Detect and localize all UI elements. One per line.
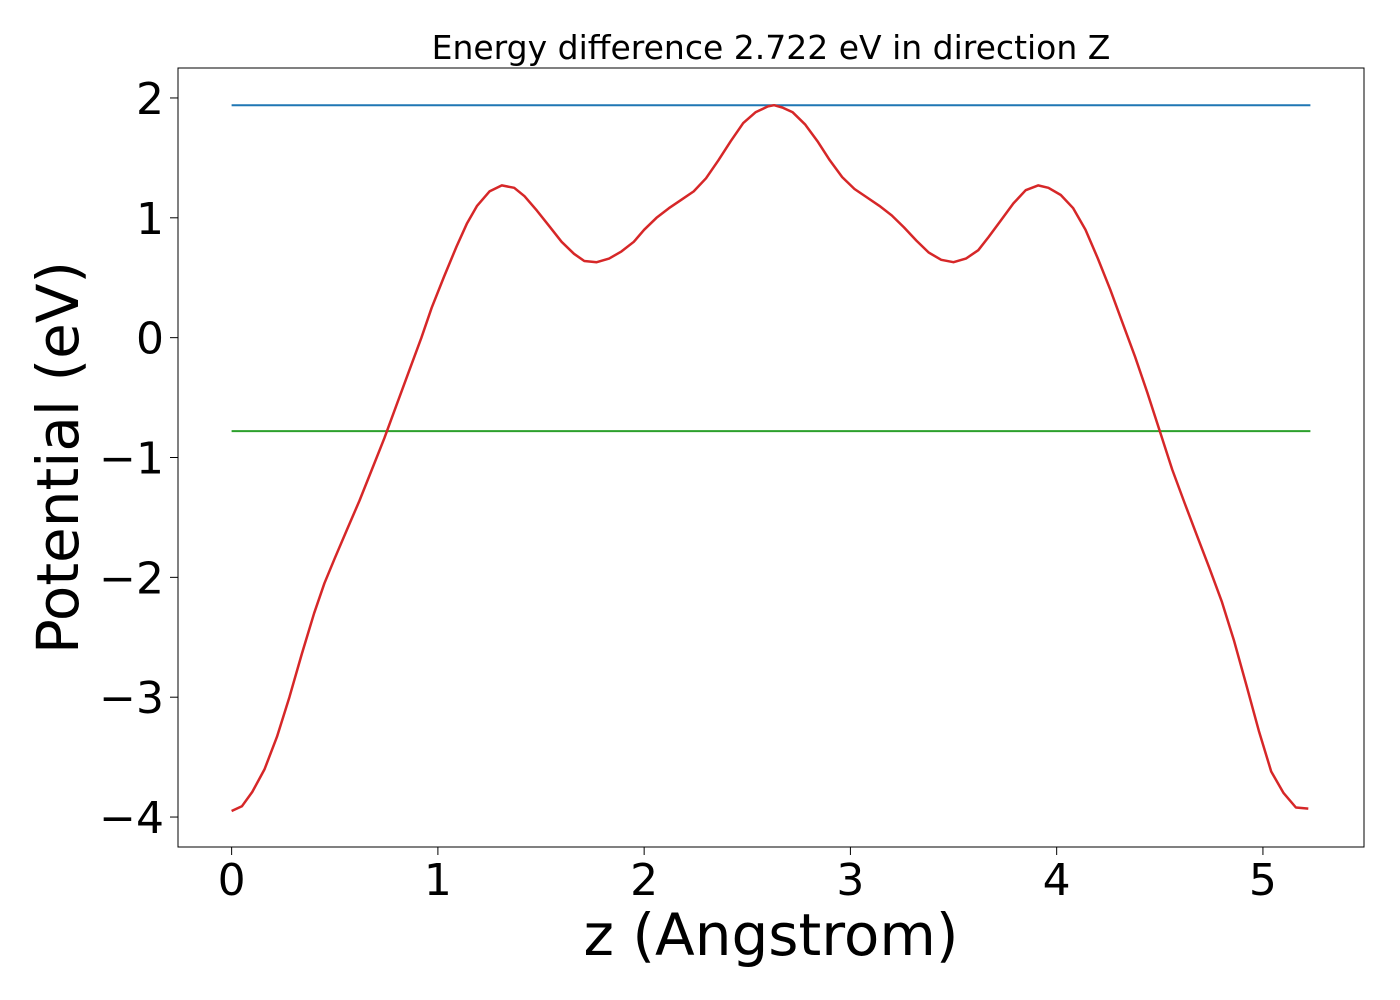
y-axis-label: Potential (eV): [24, 261, 92, 654]
y-axis-ticks: −4 −3 −2 −1 0 1 2: [99, 74, 178, 844]
x-axis-label: z (Angstrom): [584, 901, 959, 969]
x-tick-label: 1: [424, 855, 452, 906]
x-tick-label: 0: [218, 855, 246, 906]
y-tick-label: 2: [136, 74, 164, 125]
x-tick-label: 2: [630, 855, 658, 906]
y-tick-label: 1: [136, 194, 164, 245]
chart-title: Energy difference 2.722 eV in direction …: [432, 28, 1111, 67]
x-tick-label: 3: [836, 855, 864, 906]
y-tick-label: −4: [99, 793, 164, 844]
y-tick-label: 0: [136, 314, 164, 365]
x-tick-label: 5: [1249, 855, 1277, 906]
potential-curve-2: [231, 103, 1309, 813]
y-tick-label: −1: [99, 434, 164, 485]
x-tick-label: 4: [1043, 855, 1071, 906]
y-tick-label: −3: [99, 673, 164, 724]
series-layer: [231, 103, 1311, 813]
y-tick-label: −2: [99, 553, 164, 604]
x-axis-ticks: 0 1 2 3 4 5: [218, 847, 1277, 906]
